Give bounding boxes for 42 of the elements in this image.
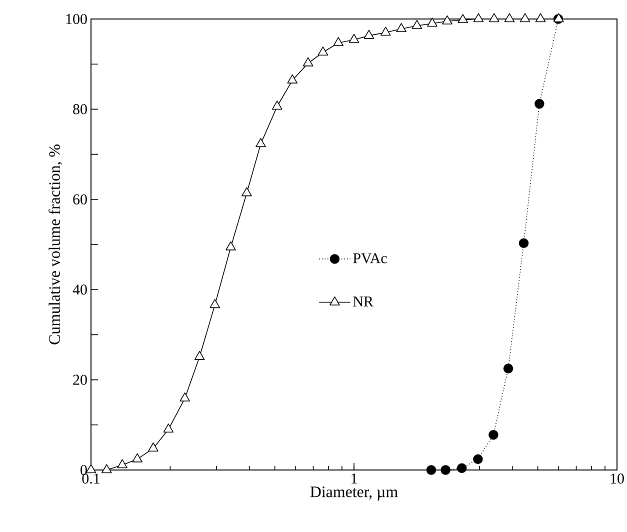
point bbox=[287, 74, 298, 84]
point bbox=[256, 138, 266, 148]
y-tick-label: 60 bbox=[73, 194, 87, 204]
point bbox=[302, 57, 314, 66]
point bbox=[427, 18, 438, 27]
point bbox=[333, 37, 344, 46]
point bbox=[473, 13, 484, 22]
y-tick-label: 0 bbox=[80, 464, 87, 476]
y-axis-title: Cumulative volume fraction, % bbox=[48, 144, 62, 344]
x-tick-label: 1 bbox=[352, 474, 357, 484]
point bbox=[272, 100, 282, 110]
point bbox=[488, 13, 500, 22]
point bbox=[520, 13, 530, 22]
point bbox=[412, 20, 422, 29]
point bbox=[242, 187, 252, 196]
point bbox=[102, 464, 112, 474]
point bbox=[318, 46, 328, 56]
point bbox=[364, 30, 374, 39]
point bbox=[210, 299, 220, 308]
point bbox=[380, 26, 391, 36]
y-tick-label: 40 bbox=[72, 284, 87, 295]
point bbox=[535, 13, 546, 22]
x-axis-title: Diameter, µm bbox=[310, 486, 398, 500]
legend-label: NR bbox=[353, 296, 374, 306]
point bbox=[180, 392, 190, 402]
point bbox=[504, 13, 515, 22]
y-tick-label: 20 bbox=[73, 374, 87, 385]
point bbox=[226, 241, 236, 250]
x-tick-label: 10 bbox=[610, 474, 624, 484]
point bbox=[117, 459, 128, 468]
point bbox=[132, 453, 142, 462]
point bbox=[194, 350, 205, 360]
point bbox=[348, 34, 360, 43]
legend-label: PVAc bbox=[353, 253, 387, 264]
point bbox=[163, 424, 174, 433]
point bbox=[396, 23, 406, 32]
y-tick-label: 100 bbox=[66, 14, 87, 24]
x-tick-label: 0.1 bbox=[82, 474, 100, 484]
point bbox=[148, 442, 158, 452]
point bbox=[458, 14, 468, 24]
point bbox=[442, 15, 452, 24]
y-tick-label: 80 bbox=[73, 104, 87, 114]
